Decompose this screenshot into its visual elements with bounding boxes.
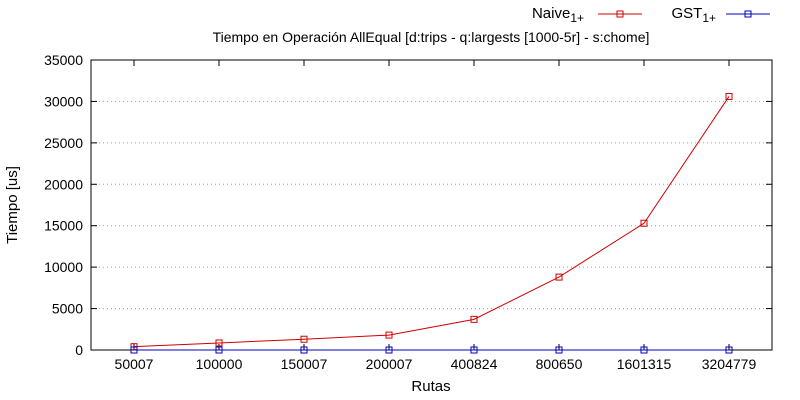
x-tick-label: 200007 (366, 356, 413, 372)
legend-marker-naive (616, 10, 624, 18)
legend: Naive1+ GST1+ (532, 5, 770, 25)
x-tick-label: 50007 (115, 356, 154, 372)
data-point-naive (725, 92, 733, 100)
data-point-gst (130, 346, 138, 354)
plot-frame (90, 59, 773, 351)
y-tick-label: 25000 (44, 135, 83, 151)
series-layer (130, 92, 733, 354)
data-point-gst (300, 346, 308, 354)
data-point-naive (215, 339, 223, 347)
legend-marker-gst (744, 10, 752, 18)
legend-name: Naive (532, 5, 570, 22)
data-point-naive (555, 273, 563, 281)
y-tick-label: 30000 (44, 93, 83, 109)
data-point-gst (470, 346, 478, 354)
series-line-naive (133, 96, 730, 348)
data-point-naive (385, 331, 393, 339)
x-tick-label: 100000 (196, 356, 243, 372)
y-tick-label: 5000 (52, 301, 83, 317)
legend-subscript: 1+ (702, 11, 716, 25)
data-point-gst (725, 346, 733, 354)
legend-label-gst: GST1+ (671, 5, 716, 25)
data-point-gst (215, 346, 223, 354)
x-axis-label: Rutas (411, 378, 450, 395)
x-tick-label: 3204779 (702, 356, 757, 372)
data-point-naive (470, 315, 478, 323)
data-point-gst (640, 346, 648, 354)
y-tick-label: 20000 (44, 176, 83, 192)
data-point-naive (300, 335, 308, 343)
y-tick-label: 10000 (44, 259, 83, 275)
data-point-gst (385, 346, 393, 354)
legend-subscript: 1+ (570, 11, 584, 25)
legend-name: GST (671, 5, 702, 22)
chart-title: Tiempo en Operación AllEqual [d:trips - … (213, 29, 650, 45)
y-tick-label: 15000 (44, 218, 83, 234)
y-axis-label: Tiempo [us] (4, 166, 21, 244)
grid-layer (91, 100, 772, 310)
data-point-gst (555, 346, 563, 354)
legend-label-naive: Naive1+ (532, 5, 584, 25)
x-tick-label: 150007 (281, 356, 328, 372)
data-point-naive (640, 219, 648, 227)
x-tick-label: 1601315 (617, 356, 672, 372)
x-tick-label: 400824 (451, 356, 498, 372)
y-tick-label: 35000 (44, 52, 83, 68)
y-tick-label: 0 (75, 342, 83, 358)
x-tick-label: 800650 (536, 356, 583, 372)
ticks-layer: 0 5000 10000 15000 20000 25000 30000 35000 50007… (44, 52, 772, 372)
